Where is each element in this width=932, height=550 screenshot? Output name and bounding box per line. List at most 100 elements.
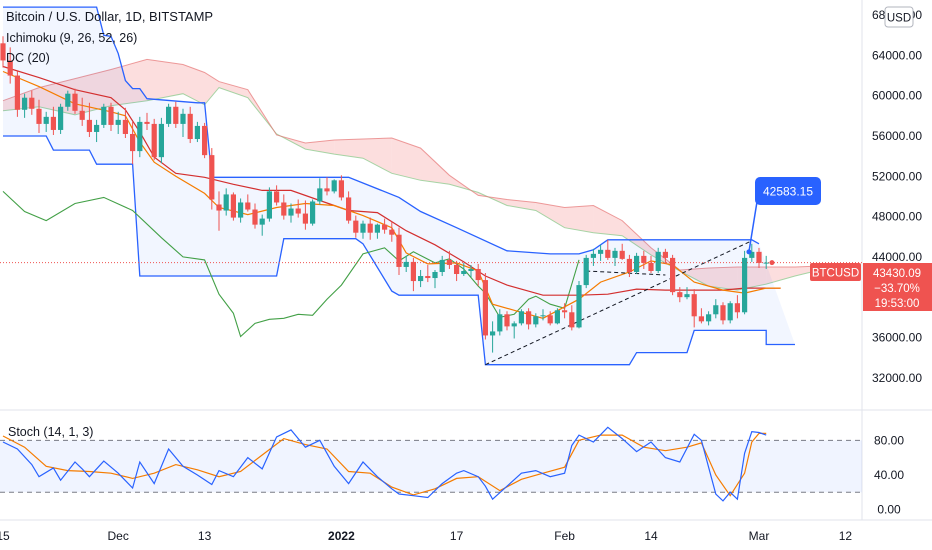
- candle-body: [605, 249, 611, 258]
- candle: [144, 112, 150, 130]
- candle-body: [29, 97, 35, 109]
- candle: [439, 255, 445, 277]
- currency-badge[interactable]: USD: [884, 6, 914, 28]
- candle-body: [670, 257, 676, 293]
- candle: [475, 263, 481, 287]
- candle: [360, 220, 366, 239]
- last-price-block: 43430.09 −33.70% 19:53:00: [863, 263, 932, 311]
- last-price-value: 43430.09: [873, 268, 921, 280]
- candle: [151, 118, 157, 161]
- candle-body: [684, 294, 690, 298]
- last-price-dot: [769, 260, 775, 266]
- time-tick-label: 2022: [328, 529, 355, 543]
- candle-body: [50, 116, 56, 130]
- candle: [137, 116, 143, 158]
- time-tick-label: Feb: [554, 529, 575, 543]
- candle-body: [612, 250, 618, 258]
- donchian-fill: [3, 7, 795, 365]
- candle-body: [734, 303, 740, 313]
- ticker-tag-label: BTCUSD: [812, 268, 859, 280]
- candle: [583, 254, 589, 289]
- candle-body: [454, 264, 460, 275]
- candle-body: [166, 106, 172, 124]
- cloud-segment: [766, 267, 795, 285]
- candle-body: [562, 310, 568, 313]
- stoch-band-fill: [0, 440, 862, 493]
- candle: [324, 177, 330, 196]
- candle: [454, 260, 460, 282]
- candle: [14, 71, 20, 117]
- candle: [130, 121, 136, 165]
- ichimoku-legend[interactable]: Ichimoku (9, 26, 52, 26): [6, 31, 137, 45]
- candle-body: [209, 155, 215, 200]
- candle: [252, 203, 258, 229]
- candle: [598, 244, 604, 261]
- candle: [281, 194, 287, 220]
- time-tick-label: Dec: [108, 529, 129, 543]
- candle: [619, 243, 625, 260]
- candle-body: [180, 113, 186, 124]
- cloud-segment: [75, 69, 111, 115]
- candle: [86, 102, 92, 138]
- price-tick-label: 32000.00: [872, 371, 922, 385]
- candle-body: [468, 268, 474, 271]
- candle-body: [338, 180, 344, 198]
- candle-body: [698, 316, 704, 322]
- candle-body: [583, 257, 589, 286]
- change-percent: −33.70%: [874, 283, 920, 295]
- candle-body: [504, 314, 510, 327]
- candle: [389, 221, 395, 242]
- cloud-segment: [391, 138, 421, 181]
- cloud-segment: [147, 59, 183, 101]
- cloud-segment: [622, 220, 651, 255]
- candle: [698, 308, 704, 324]
- candle: [180, 108, 186, 138]
- candle-body: [389, 229, 395, 235]
- donchian-legend[interactable]: DC (20): [6, 51, 50, 65]
- donchian-lower-line: [3, 135, 795, 366]
- cloud-segment: [535, 202, 565, 228]
- candle: [468, 264, 474, 278]
- stoch-legend[interactable]: Stoch (14, 1, 3): [8, 425, 93, 439]
- candle: [446, 250, 452, 269]
- candle: [194, 121, 200, 143]
- candle: [403, 255, 409, 272]
- candle-body: [58, 106, 64, 130]
- candle-body: [245, 202, 251, 210]
- candle-body: [533, 316, 539, 325]
- candle: [331, 179, 337, 194]
- candle-body: [79, 110, 85, 120]
- candle-body: [706, 314, 712, 322]
- candle-body: [626, 258, 632, 272]
- candle-body: [7, 60, 13, 76]
- candle: [562, 303, 568, 319]
- candle-body: [274, 191, 280, 203]
- candle-body: [569, 312, 575, 328]
- candle: [684, 287, 690, 300]
- candle-body: [346, 197, 352, 221]
- cloud-segment: [111, 59, 147, 106]
- candle-body: [331, 180, 337, 192]
- candle-body: [0, 43, 6, 61]
- candle-body: [418, 276, 424, 282]
- candle-body: [108, 106, 114, 125]
- price-callout[interactable]: 42583.15: [755, 177, 821, 205]
- candle: [590, 248, 596, 266]
- candle: [540, 309, 546, 321]
- candle-body: [72, 93, 78, 111]
- candle: [734, 295, 740, 319]
- candle: [101, 103, 107, 128]
- candle: [173, 101, 179, 128]
- candle: [662, 248, 668, 264]
- stoch-k-line: [2, 426, 767, 502]
- cloud-segment: [420, 148, 450, 185]
- candle: [605, 239, 611, 260]
- candle: [655, 247, 661, 273]
- candle-body: [252, 209, 258, 225]
- candle-body: [742, 257, 748, 313]
- candle: [418, 269, 424, 288]
- stoch-tick-label: 80.00: [874, 433, 904, 447]
- cloud-segment: [183, 64, 205, 105]
- candle-body: [432, 271, 438, 279]
